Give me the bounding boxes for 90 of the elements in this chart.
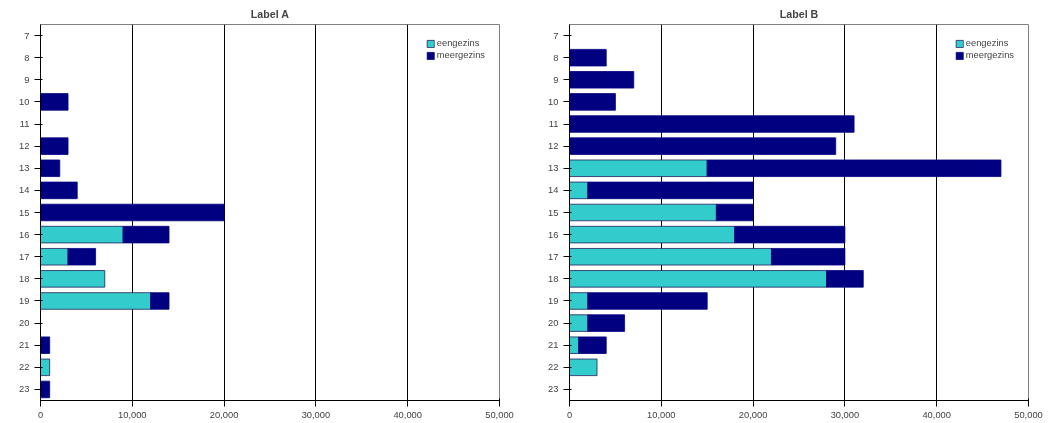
x-tick-label: 50,000	[1014, 409, 1043, 420]
x-tick-label: 10,000	[118, 409, 147, 420]
y-tick-label: 14	[548, 185, 559, 196]
y-tick-label: 17	[548, 251, 559, 262]
x-tick-label: 20,000	[209, 409, 239, 420]
legend-label: meergezins	[965, 50, 1014, 60]
bar	[587, 292, 708, 310]
bar	[569, 181, 589, 200]
y-tick-label: 14	[19, 185, 30, 196]
y-tick-label: 18	[19, 273, 30, 284]
bar	[569, 93, 616, 111]
y-tick-label: 21	[19, 340, 30, 351]
bar	[826, 270, 864, 288]
y-tick-label: 15	[548, 207, 559, 218]
bar	[569, 159, 708, 177]
bar	[578, 336, 607, 354]
y-tick-label: 12	[19, 141, 30, 152]
y-tick-label: 19	[19, 295, 30, 306]
y-tick-label: 21	[548, 340, 559, 351]
bar	[569, 137, 837, 155]
chart-title: Label B	[779, 7, 819, 20]
y-tick-label: 10	[548, 96, 559, 107]
bar	[569, 225, 736, 244]
y-tick-label: 20	[548, 318, 559, 329]
x-tick-label: 40,000	[922, 409, 951, 420]
x-tick-label: 10,000	[647, 409, 676, 420]
x-tick-label: 30,000	[301, 409, 331, 420]
bar	[734, 225, 846, 244]
bar	[67, 248, 96, 266]
y-tick-label: 9	[24, 74, 30, 85]
bar	[569, 71, 635, 89]
bar	[771, 248, 846, 266]
y-tick-label: 19	[548, 295, 559, 306]
bar	[569, 270, 827, 288]
y-tick-label: 9	[553, 74, 559, 85]
y-tick-label: 12	[548, 141, 559, 152]
bar	[569, 358, 598, 377]
y-tick-label: 22	[548, 362, 559, 373]
x-tick-label: 50,000	[485, 409, 514, 420]
y-tick-label: 23	[548, 384, 559, 395]
bar	[40, 358, 51, 377]
y-tick-label: 7	[553, 30, 559, 41]
x-tick-label: 0	[37, 409, 44, 420]
bar	[40, 225, 124, 244]
y-tick-label: 13	[548, 163, 559, 174]
bar	[122, 225, 170, 244]
bar	[569, 115, 855, 133]
bar	[40, 292, 152, 310]
y-tick-label: 10	[19, 96, 30, 107]
x-tick-label: 0	[566, 409, 573, 420]
bar	[40, 203, 225, 222]
y-tick-label: 8	[553, 52, 559, 63]
legend-label: eengezins	[965, 38, 1009, 48]
bar	[40, 336, 51, 354]
bar	[587, 181, 754, 200]
bar	[569, 292, 589, 310]
bar	[569, 248, 772, 266]
bar	[40, 93, 69, 111]
bar	[40, 270, 106, 288]
y-tick-label: 20	[19, 318, 30, 329]
y-tick-label: 18	[548, 273, 559, 284]
bar	[150, 292, 170, 310]
chart-title: Label A	[250, 7, 290, 20]
bar	[40, 159, 61, 177]
x-tick-label: 40,000	[393, 409, 422, 420]
bar	[40, 380, 51, 399]
bar	[569, 48, 607, 67]
y-tick-label: 23	[19, 384, 30, 395]
bar	[40, 137, 69, 155]
y-tick-label: 16	[548, 229, 559, 240]
y-tick-label: 15	[19, 207, 30, 218]
y-tick-label: 16	[19, 229, 30, 240]
x-tick-label: 20,000	[738, 409, 768, 420]
y-tick-label: 11	[548, 119, 559, 130]
y-tick-label: 7	[24, 30, 30, 41]
bar	[569, 203, 717, 222]
bar	[40, 248, 69, 266]
y-tick-label: 11	[19, 119, 30, 130]
bar	[40, 181, 78, 200]
y-tick-label: 22	[19, 362, 30, 373]
bar	[715, 203, 754, 222]
y-tick-label: 17	[19, 251, 30, 262]
legend-label: meergezins	[436, 50, 485, 60]
y-tick-label: 13	[19, 163, 30, 174]
bar	[706, 159, 1002, 177]
bar	[569, 314, 589, 332]
legend-label: eengezins	[436, 38, 480, 48]
y-tick-label: 8	[24, 52, 30, 63]
x-tick-label: 30,000	[830, 409, 860, 420]
bar	[587, 314, 625, 332]
